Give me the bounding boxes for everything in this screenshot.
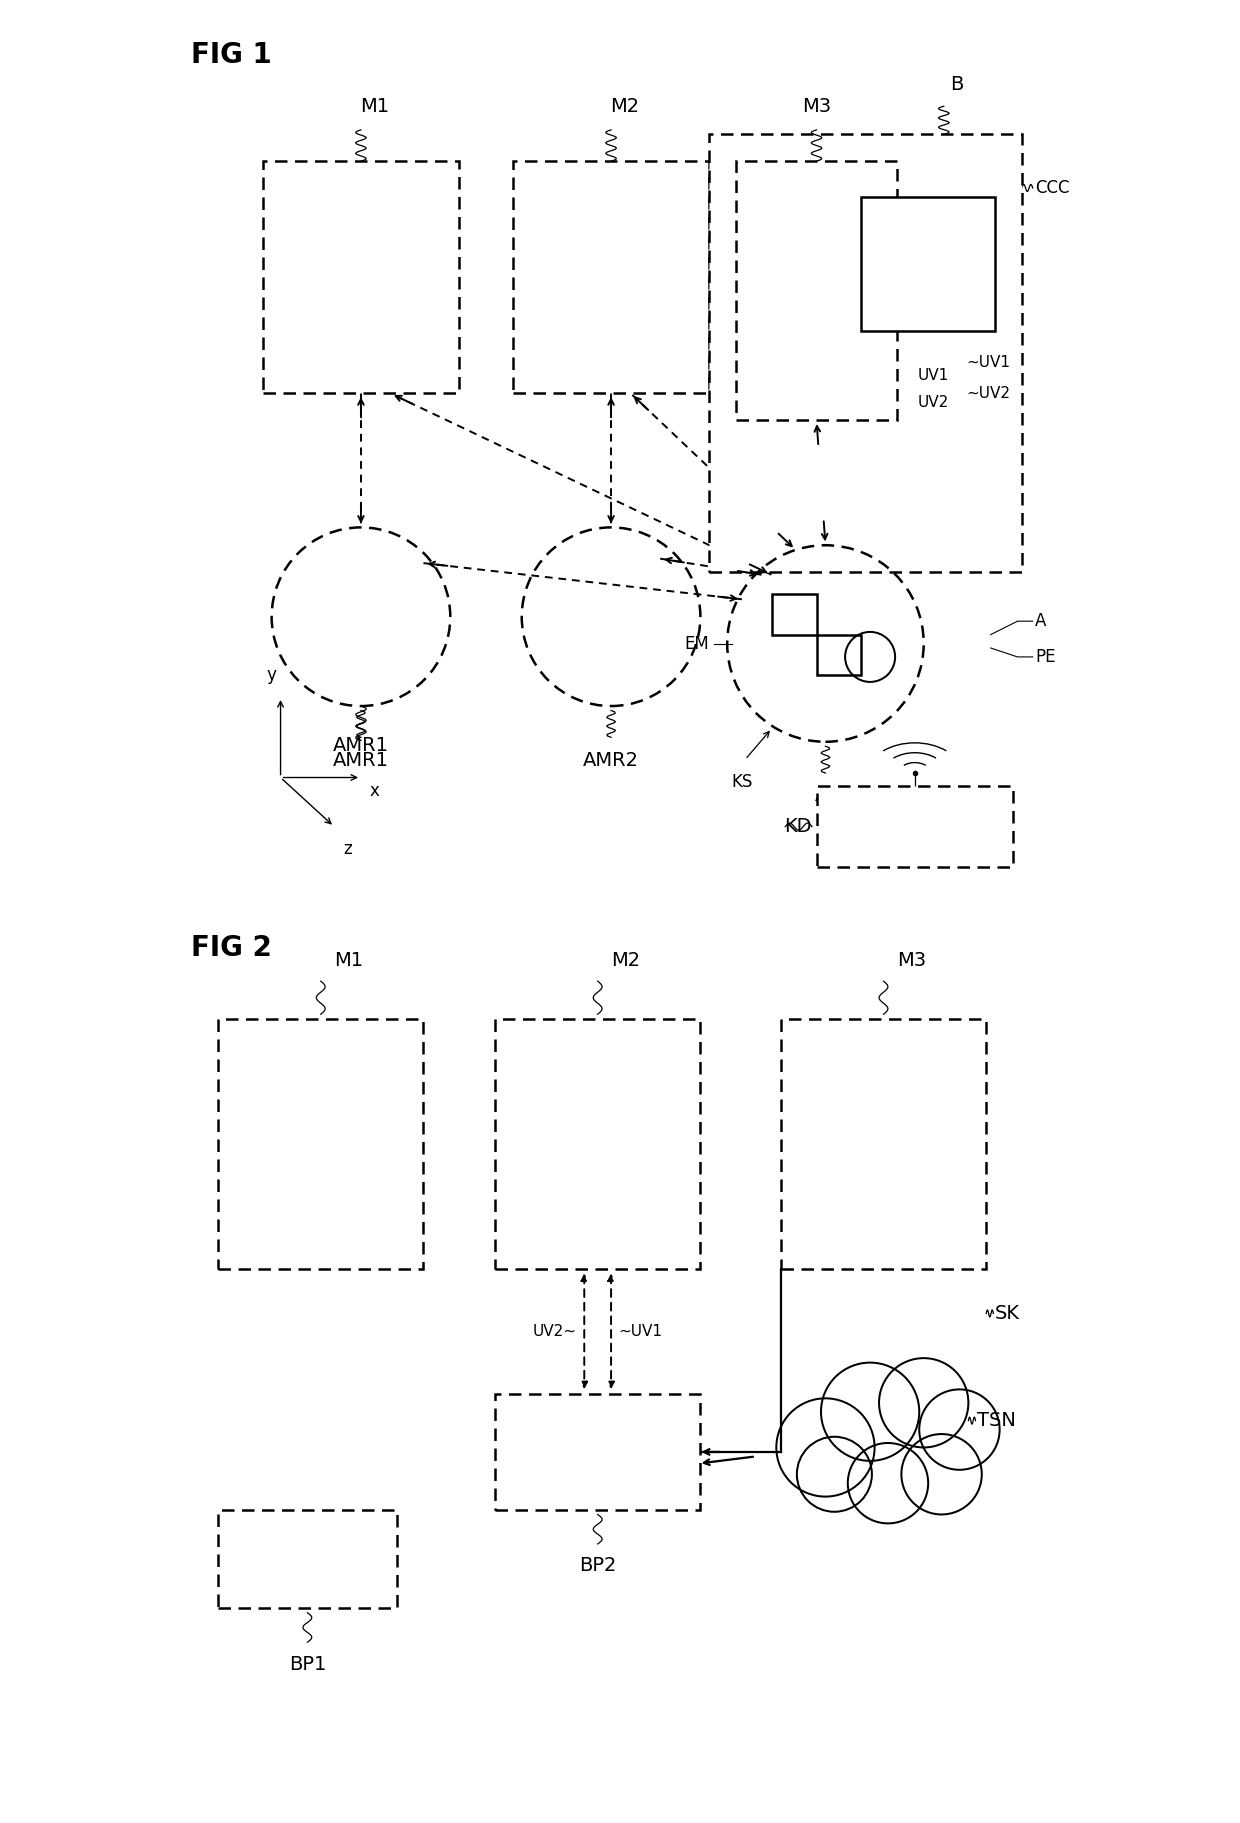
- Text: CCC: CCC: [1035, 179, 1070, 197]
- Text: A: A: [1035, 613, 1047, 631]
- Circle shape: [919, 1389, 999, 1469]
- Bar: [737, 160, 897, 421]
- Bar: [709, 135, 1022, 572]
- Circle shape: [821, 1362, 919, 1460]
- Text: ~UV2: ~UV2: [967, 386, 1011, 401]
- Text: KS: KS: [732, 773, 753, 791]
- Text: M3: M3: [802, 97, 831, 117]
- Text: SK: SK: [996, 1303, 1021, 1323]
- Bar: [263, 160, 459, 394]
- Bar: [781, 1019, 986, 1269]
- Polygon shape: [826, 1404, 960, 1484]
- Text: M1: M1: [360, 97, 389, 117]
- Text: AMR2: AMR2: [583, 751, 639, 769]
- Text: UV1: UV1: [918, 368, 949, 383]
- Text: AMR1: AMR1: [334, 751, 389, 769]
- Bar: [513, 160, 709, 394]
- Text: UV2~: UV2~: [533, 1323, 577, 1338]
- Circle shape: [848, 1444, 929, 1524]
- Text: FIG 1: FIG 1: [191, 40, 272, 69]
- Circle shape: [797, 1437, 872, 1511]
- Circle shape: [776, 1398, 874, 1497]
- Text: PE: PE: [1035, 647, 1056, 665]
- Text: M2: M2: [611, 950, 640, 970]
- Text: UV2: UV2: [918, 396, 949, 410]
- Text: BP2: BP2: [579, 1557, 616, 1575]
- Text: AMR1: AMR1: [334, 736, 389, 755]
- Text: FIG 2: FIG 2: [191, 933, 272, 963]
- Bar: [495, 1019, 701, 1269]
- Bar: [816, 786, 1013, 866]
- Text: AMR3: AMR3: [816, 786, 872, 806]
- Text: KD: KD: [785, 817, 812, 837]
- Text: y: y: [267, 665, 277, 684]
- Text: TSN: TSN: [977, 1411, 1017, 1431]
- Text: M2: M2: [610, 97, 639, 117]
- Bar: [862, 197, 996, 330]
- Text: ~UV1: ~UV1: [619, 1323, 662, 1338]
- Text: B: B: [951, 75, 963, 95]
- Text: ~UV1: ~UV1: [967, 355, 1011, 370]
- Circle shape: [901, 1435, 982, 1515]
- Bar: [771, 594, 816, 634]
- Text: M3: M3: [897, 950, 926, 970]
- Bar: [495, 1395, 701, 1509]
- Bar: [218, 1019, 424, 1269]
- Bar: [218, 1509, 397, 1608]
- Text: EM: EM: [684, 634, 709, 653]
- Text: M1: M1: [334, 950, 363, 970]
- Text: z: z: [343, 840, 352, 859]
- Text: BP1: BP1: [289, 1655, 326, 1674]
- Circle shape: [879, 1358, 968, 1447]
- Text: x: x: [370, 782, 379, 800]
- Bar: [816, 634, 862, 675]
